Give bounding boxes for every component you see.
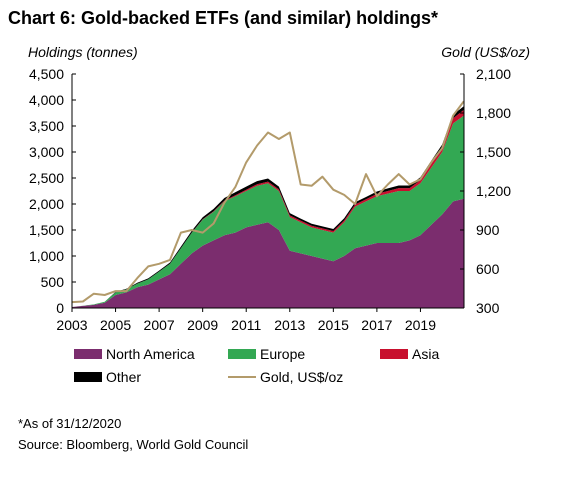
legend-swatch	[228, 349, 256, 359]
x-tick-label: 2011	[231, 317, 261, 333]
legend-swatch	[74, 349, 102, 359]
y-left-tick-label: 3,500	[29, 118, 64, 134]
x-tick-label: 2009	[187, 317, 218, 333]
x-tick-label: 2005	[100, 317, 131, 333]
legend-label: North America	[106, 346, 195, 362]
legend-item-other: Other	[74, 369, 141, 385]
x-tick-label: 2015	[318, 317, 349, 333]
x-tick-label: 2003	[56, 317, 87, 333]
y-left-axis-title: Holdings (tonnes)	[28, 44, 138, 60]
y-right-axis-title: Gold (US$/oz)	[441, 44, 530, 60]
y-right-tick-label: 1,500	[476, 144, 511, 160]
x-tick-label: 2013	[274, 317, 305, 333]
y-left-tick-label: 3,000	[29, 144, 64, 160]
y-left-tick-label: 2,000	[29, 196, 64, 212]
y-left-tick-label: 4,000	[29, 92, 64, 108]
source-note: Source: Bloomberg, World Gold Council	[18, 437, 249, 452]
footnote: *As of 31/12/2020	[18, 416, 122, 431]
y-right-tick-label: 1,200	[476, 183, 511, 199]
x-tick-label: 2007	[144, 317, 175, 333]
chart-title: Chart 6: Gold-backed ETFs (and similar) …	[8, 8, 439, 28]
legend-item-asia: Asia	[380, 346, 439, 362]
legend-item-north-america: North America	[74, 346, 195, 362]
y-right-tick-label: 900	[476, 222, 500, 238]
y-right-tick-label: 1,800	[476, 105, 511, 121]
legend-swatch	[74, 372, 102, 382]
y-left-tick-label: 0	[56, 300, 64, 316]
line-gold-price	[71, 100, 465, 304]
y-left-tick-label: 500	[41, 274, 65, 290]
legend-item-europe: Europe	[228, 346, 305, 362]
legend-label: Asia	[412, 346, 439, 362]
legend-item-gold-us-oz: Gold, US$/oz	[228, 369, 343, 385]
legend-swatch	[380, 349, 408, 359]
x-tick-label: 2017	[361, 317, 392, 333]
y-left-tick-label: 2,500	[29, 170, 64, 186]
y-right-tick-label: 600	[476, 261, 500, 277]
x-tick-label: 2019	[405, 317, 436, 333]
legend-label: Gold, US$/oz	[260, 369, 343, 385]
y-right-tick-label: 2,100	[476, 66, 511, 82]
y-left-tick-label: 1,500	[29, 222, 64, 238]
area-europe	[72, 115, 464, 307]
legend-label: Europe	[260, 346, 305, 362]
legend-label: Other	[106, 369, 141, 385]
y-left-tick-label: 4,500	[29, 66, 64, 82]
area-north-america	[72, 198, 464, 308]
y-right-tick-label: 300	[476, 300, 500, 316]
y-left-tick-label: 1,000	[29, 248, 64, 264]
